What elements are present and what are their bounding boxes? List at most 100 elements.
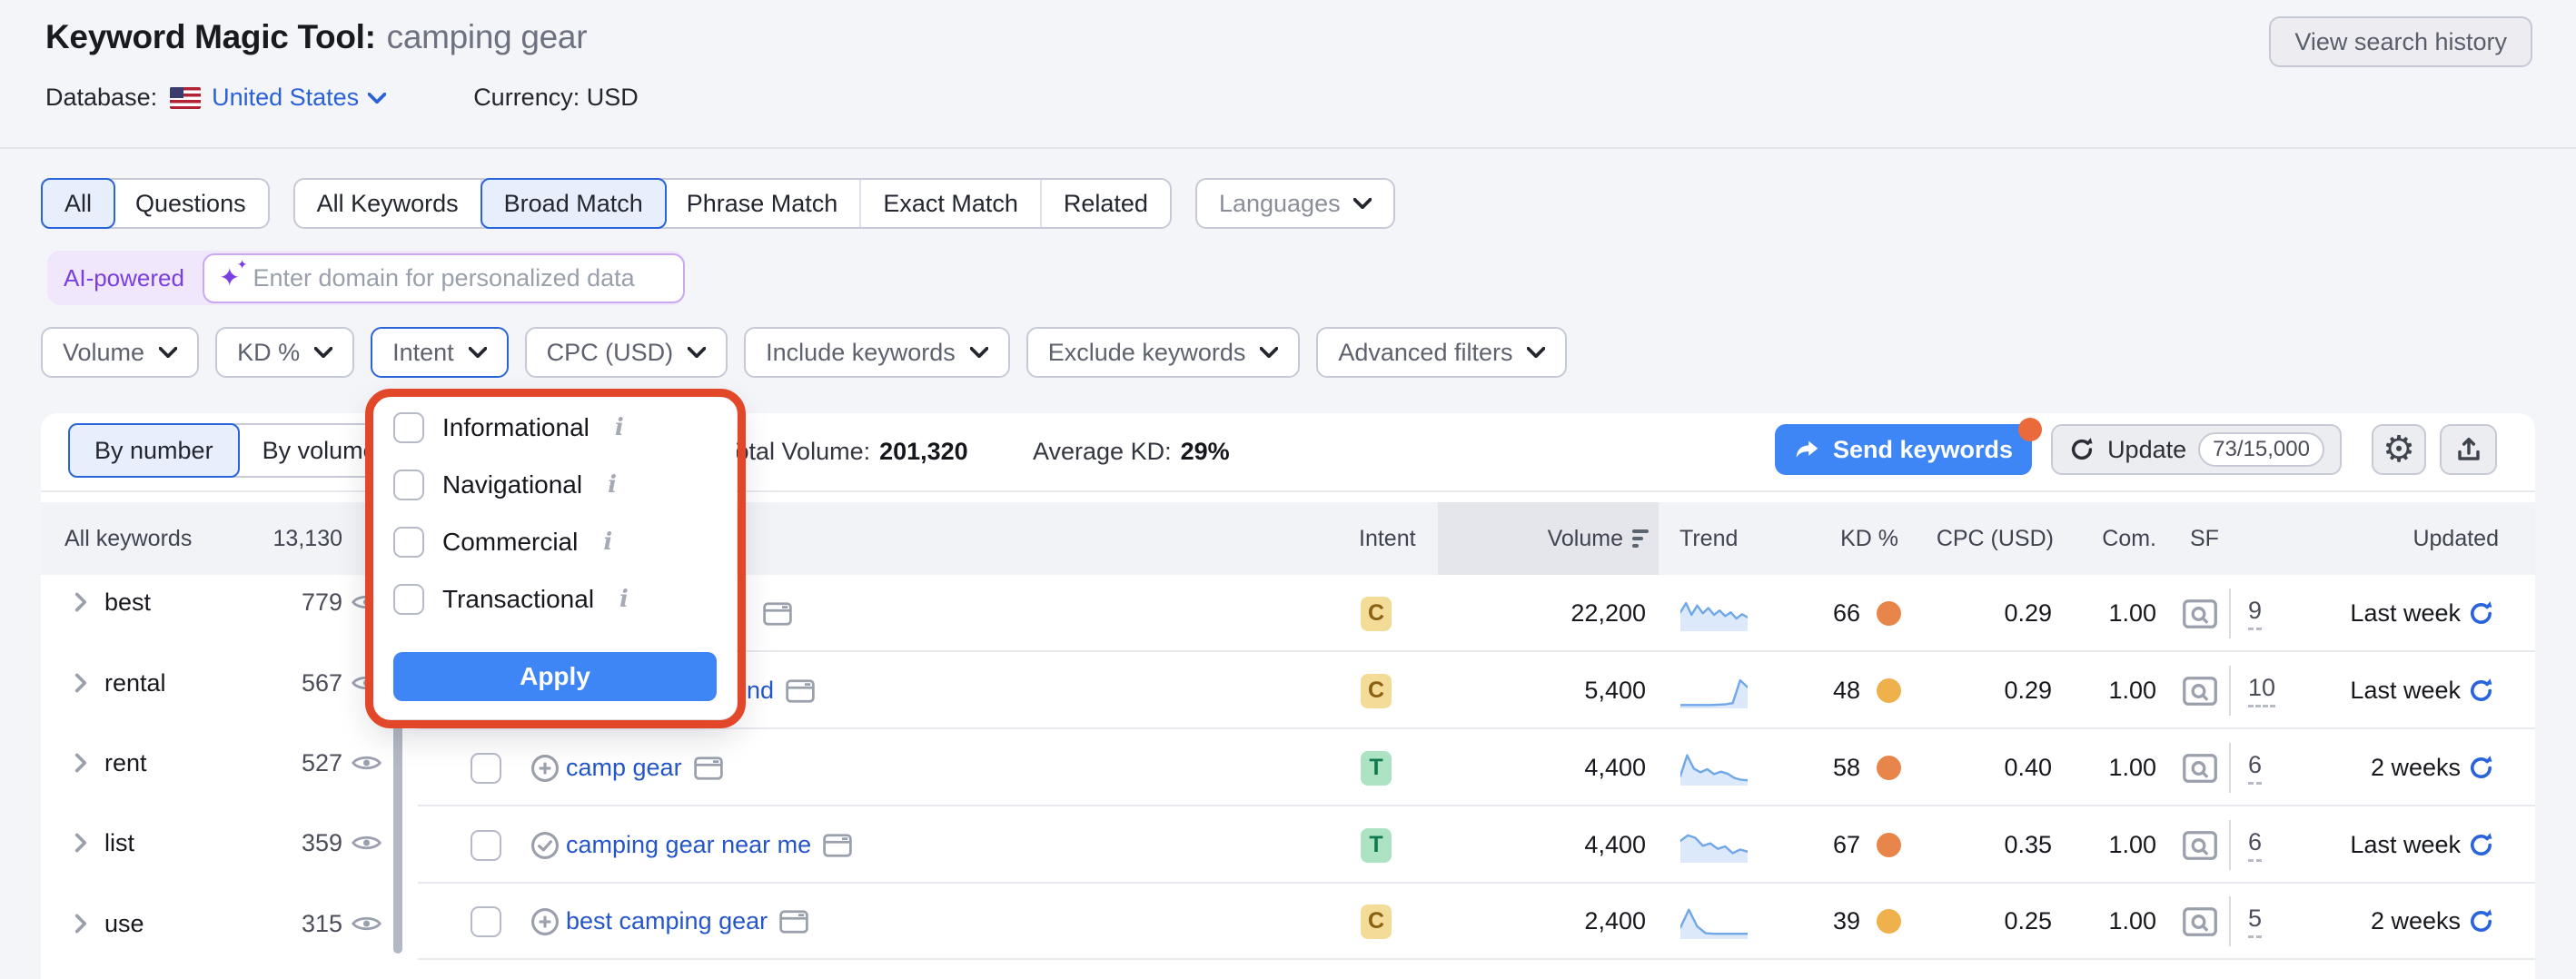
sidebar-scrollbar[interactable] <box>393 720 402 954</box>
sf-count[interactable]: 6 <box>2248 828 2263 862</box>
checkbox[interactable] <box>393 469 424 500</box>
domain-input[interactable] <box>251 262 669 293</box>
tab-questions[interactable]: Questions <box>135 189 246 217</box>
tab-all-keywords[interactable]: All Keywords <box>295 180 482 227</box>
refresh-icon[interactable] <box>2467 754 2495 782</box>
chevron-right-icon[interactable] <box>74 753 87 773</box>
row-checkbox[interactable] <box>471 905 501 937</box>
tab-all[interactable]: All <box>41 178 116 229</box>
column-volume[interactable]: Volume <box>1462 502 1649 575</box>
column-com[interactable]: Com. <box>2102 525 2156 551</box>
ai-powered-badge: AI-powered <box>64 263 184 292</box>
keyword-link[interactable]: nd <box>747 677 775 704</box>
serp-preview-icon[interactable] <box>822 832 853 859</box>
checkbox[interactable] <box>393 583 424 615</box>
serp-preview-icon[interactable] <box>693 755 724 782</box>
serp-snapshot-icon[interactable] <box>2182 675 2218 707</box>
all-keywords-header[interactable]: All keywords <box>64 525 193 551</box>
chevron-right-icon[interactable] <box>74 914 87 934</box>
info-icon[interactable]: i <box>614 413 624 441</box>
sf-count[interactable]: 5 <box>2248 905 2263 938</box>
updated-value: Last week <box>2350 677 2461 704</box>
chevron-right-icon[interactable] <box>74 673 87 693</box>
refresh-icon[interactable] <box>2467 907 2495 935</box>
add-to-list-icon[interactable] <box>530 729 560 806</box>
eye-icon[interactable] <box>352 753 381 773</box>
view-search-history-button[interactable]: View search history <box>2269 16 2532 67</box>
eye-icon[interactable] <box>352 833 381 853</box>
column-sf[interactable]: SF <box>2190 525 2219 551</box>
chevron-right-icon[interactable] <box>74 592 87 612</box>
intent-dropdown-panel: Informational i Navigational i Commercia… <box>373 397 737 719</box>
serp-snapshot-icon[interactable] <box>2182 829 2218 862</box>
export-button[interactable] <box>2440 424 2497 475</box>
sf-count[interactable]: 10 <box>2248 674 2276 707</box>
info-icon[interactable]: i <box>603 528 613 556</box>
by-volume-tab[interactable]: By volume <box>262 436 377 464</box>
add-to-list-icon[interactable] <box>530 806 560 884</box>
checkbox[interactable] <box>393 526 424 558</box>
serp-snapshot-icon[interactable] <box>2182 752 2218 785</box>
by-number-tab[interactable]: By number <box>68 423 240 478</box>
cpc-value: 0.29 <box>2004 677 2052 704</box>
kd-dot <box>1877 678 1901 703</box>
row-checkbox[interactable] <box>471 752 501 784</box>
eye-icon[interactable] <box>352 914 381 934</box>
exclude-keywords-filter[interactable]: Exclude keywords <box>1025 327 1301 378</box>
com-value: 1.00 <box>2108 907 2156 934</box>
us-flag-icon <box>170 86 202 109</box>
column-kd[interactable]: KD % <box>1840 525 1898 551</box>
sf-count[interactable]: 6 <box>2248 751 2263 785</box>
sort-icon <box>1632 529 1649 548</box>
tab-related[interactable]: Related <box>1063 189 1148 217</box>
trend-sparkline <box>1680 729 1748 806</box>
column-trend: Trend <box>1679 525 1739 551</box>
keyword-link[interactable]: camp gear <box>566 754 682 781</box>
intent-option-navigational[interactable]: Navigational i <box>393 456 617 513</box>
tab-group-all-questions: All Questions <box>41 178 270 229</box>
intent-filter[interactable]: Intent <box>371 327 509 378</box>
intent-option-informational[interactable]: Informational i <box>393 399 624 456</box>
update-button[interactable]: Update 73/15,000 <box>2051 424 2342 475</box>
tab-phrase-match[interactable]: Phrase Match <box>665 180 862 227</box>
volume-filter[interactable]: Volume <box>41 327 200 378</box>
database-selector[interactable]: United States <box>212 84 387 112</box>
column-cpc[interactable]: CPC (USD) <box>1936 525 2054 551</box>
info-icon[interactable]: i <box>608 470 617 499</box>
intent-option-transactional[interactable]: Transactional i <box>393 570 629 628</box>
sf-count[interactable]: 9 <box>2248 597 2263 630</box>
apply-button[interactable]: Apply <box>393 652 717 701</box>
match-type-tabs: All Questions All Keywords Broad Match P… <box>41 178 1395 229</box>
send-keywords-button[interactable]: Send keywords <box>1775 424 2032 475</box>
row-checkbox[interactable] <box>471 829 501 861</box>
tab-broad-match[interactable]: Broad Match <box>480 178 667 229</box>
serp-preview-icon[interactable] <box>762 600 793 628</box>
settings-button[interactable]: ⚙ <box>2372 424 2426 475</box>
column-divider <box>2229 896 2231 946</box>
refresh-icon[interactable] <box>2467 599 2495 628</box>
keyword-link[interactable]: camping gear near me <box>566 831 812 858</box>
chevron-down-icon <box>468 347 487 358</box>
add-to-list-icon[interactable] <box>530 883 560 960</box>
kd-filter[interactable]: KD % <box>215 327 355 378</box>
chevron-right-icon[interactable] <box>74 833 87 853</box>
serp-snapshot-icon[interactable] <box>2182 905 2218 938</box>
updated-value: Last week <box>2350 831 2461 858</box>
serp-preview-icon[interactable] <box>778 908 809 935</box>
include-keywords-filter[interactable]: Include keywords <box>744 327 1010 378</box>
info-icon[interactable]: i <box>619 585 629 613</box>
column-divider <box>2229 743 2231 793</box>
keyword-link[interactable]: best camping gear <box>566 907 768 934</box>
cpc-value: 0.35 <box>2004 831 2052 858</box>
intent-option-commercial[interactable]: Commercial i <box>393 513 612 570</box>
kd-dot <box>1877 833 1901 857</box>
checkbox[interactable] <box>393 411 424 443</box>
serp-snapshot-icon[interactable] <box>2182 598 2218 630</box>
languages-dropdown[interactable]: Languages <box>1194 178 1395 229</box>
advanced-filters[interactable]: Advanced filters <box>1316 327 1568 378</box>
refresh-icon[interactable] <box>2467 831 2495 859</box>
refresh-icon[interactable] <box>2467 677 2495 705</box>
serp-preview-icon[interactable] <box>785 677 816 705</box>
tab-exact-match[interactable]: Exact Match <box>861 180 1042 227</box>
cpc-filter[interactable]: CPC (USD) <box>524 327 728 378</box>
